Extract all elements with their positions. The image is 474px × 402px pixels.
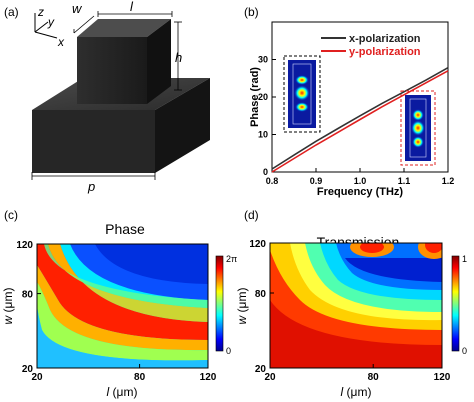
plot-d-xtick-label: 120	[434, 372, 451, 383]
panel-c: (c) Phase 20 80 120 120 80 20 l (μm) w (μm) 2…	[1, 208, 237, 399]
plot-b-ylabel: Phase (rad)	[249, 67, 261, 127]
colorbar-c	[215, 255, 224, 352]
plot-d-xtick-label: 80	[368, 372, 380, 383]
plot-d-ylabel: w (μm)	[235, 288, 249, 325]
plot-c-xlabel-unit: (μm)	[109, 385, 137, 399]
plot-d-xlabel-var: l	[341, 385, 344, 399]
plot-d-ytick-label: 20	[255, 364, 267, 375]
plot-b-legend: x-polarization y-polarization	[321, 33, 421, 58]
axis-triad: z y x	[34, 5, 65, 49]
plot-b-ytick-label: 30	[258, 55, 268, 65]
dim-p-label: p	[87, 179, 95, 194]
plot-c-xtick-label: 20	[31, 372, 43, 383]
plot-b-xtick-label: 1.0	[354, 176, 367, 186]
panel-a-label: (a)	[4, 5, 19, 19]
plot-b-xtick-label: 1.2	[442, 176, 455, 186]
axis-x-label: x	[57, 35, 65, 49]
plot-c-ylabel: w (μm)	[1, 288, 15, 325]
plot-d-ylabel-var: w	[235, 314, 249, 324]
colorbar-d-max: 1	[462, 254, 467, 264]
legend-label-x: x-polarization	[349, 33, 421, 45]
axis-z-label: z	[37, 5, 44, 19]
dimension-l: l	[97, 0, 173, 17]
colorbar-c-min: 0	[226, 346, 231, 356]
plot-d-frame	[269, 242, 443, 369]
plot-c-frame	[36, 243, 209, 369]
axis-y-label: y	[47, 15, 55, 29]
dimension-h: h	[174, 21, 182, 91]
inset-x-mode	[283, 55, 321, 133]
transmission-heatmap	[270, 243, 442, 368]
panel-b-label: (b)	[244, 5, 259, 19]
phase-heatmap	[37, 244, 208, 368]
plot-d-ticks: 20 80 120 120 80 20	[249, 239, 450, 383]
dim-h-label: h	[175, 50, 182, 65]
plot-c-ylabel-unit: (μm)	[1, 288, 15, 316]
plot-c-title: Phase	[105, 221, 145, 237]
dimension-p: p	[31, 172, 156, 194]
dim-w-label: w	[72, 1, 83, 16]
plot-b-ytick-label: 20	[258, 92, 268, 102]
colorbar-d	[451, 255, 460, 352]
legend-label-y: y-polarization	[349, 46, 421, 58]
plot-b-series	[271, 67, 449, 173]
plot-d-xlabel: l (μm)	[341, 385, 372, 399]
plot-d-ylabel-unit: (μm)	[235, 288, 249, 316]
plot-c-xtick-label: 80	[134, 372, 146, 383]
plot-c-xlabel-var: l	[107, 385, 110, 399]
plot-c-xlabel: l (μm)	[107, 385, 138, 399]
pillar-block	[77, 19, 171, 104]
plot-b-ytick-label: 10	[258, 130, 268, 140]
panel-b: (b) 0.8 0.9 1.0 1.1 1.2 0 10 20 30 Frequency (TH…	[244, 5, 454, 198]
plot-b-xtick-label: 0.8	[266, 176, 279, 186]
panel-c-label: (c)	[4, 208, 18, 222]
plot-c-xtick-label: 120	[200, 372, 217, 383]
plot-d-xtick-label: 20	[264, 372, 276, 383]
dim-l-label: l	[130, 0, 134, 14]
plot-d-ytick-label: 120	[249, 239, 266, 250]
plot-d-ytick-label: 80	[255, 289, 267, 300]
plot-b-xtick-label: 1.1	[398, 176, 411, 186]
colorbar-d-min: 0	[462, 346, 467, 356]
plot-d-xlabel-unit: (μm)	[343, 385, 371, 399]
plot-c-ytick-label: 120	[16, 240, 33, 251]
panel-a: (a) z y x w	[4, 0, 210, 194]
inset-y-mode	[400, 90, 436, 166]
panel-d-label: (d)	[244, 208, 259, 222]
colorbar-c-max: 2π	[226, 254, 237, 264]
series-line-x-polarization	[271, 67, 449, 170]
dimension-w: w	[72, 1, 95, 34]
plot-c-ytick-label: 20	[22, 364, 34, 375]
series-line-y-polarization	[271, 70, 449, 173]
plot-c-ticks: 20 80 120 120 80 20	[16, 240, 216, 383]
plot-b-xtick-label: 0.9	[310, 176, 323, 186]
plot-b-ytick-label: 0	[263, 167, 268, 177]
plot-b-xlabel: Frequency (THz)	[317, 186, 404, 198]
plot-b-ticks: 0.8 0.9 1.0 1.1 1.2 0 10 20 30	[258, 55, 454, 187]
plot-c-ylabel-var: w	[1, 314, 15, 324]
plot-c-ytick-label: 80	[22, 290, 34, 301]
